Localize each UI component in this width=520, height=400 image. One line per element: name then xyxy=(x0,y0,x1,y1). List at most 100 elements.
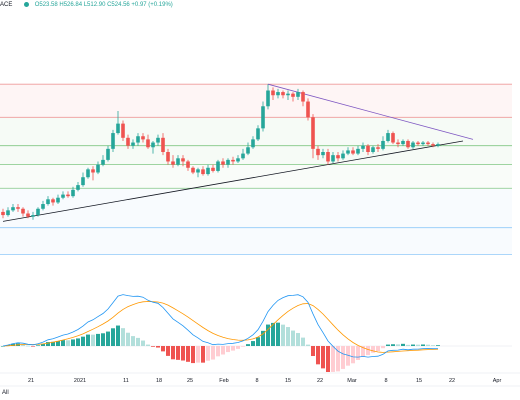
candle-body xyxy=(316,148,320,156)
macd-histogram-bar xyxy=(291,330,295,346)
x-tick-label: 11 xyxy=(123,378,129,384)
candle-body xyxy=(111,133,115,149)
macd-histogram-bar xyxy=(141,340,145,346)
support-zone xyxy=(0,164,512,189)
candle-body xyxy=(371,147,375,152)
candle-body xyxy=(376,147,380,149)
candle-body xyxy=(216,161,220,171)
candle-body xyxy=(426,142,430,145)
macd-histogram-bar xyxy=(196,346,200,363)
macd-histogram-bar xyxy=(36,345,40,346)
range-button-all[interactable]: All xyxy=(2,390,9,396)
macd-histogram-bar xyxy=(91,334,95,346)
x-tick-label: 15 xyxy=(285,378,291,384)
macd-histogram-bar xyxy=(286,327,290,346)
macd-histogram-bar xyxy=(126,332,130,346)
candle-body xyxy=(11,207,15,211)
candle-body xyxy=(311,117,315,149)
x-tick-label: 15 xyxy=(416,378,422,384)
macd-histogram-bar xyxy=(71,339,75,346)
candle-body xyxy=(246,147,250,154)
macd-histogram-bar xyxy=(176,346,180,360)
candle-body xyxy=(201,169,205,175)
candle-body xyxy=(331,155,335,162)
candle-body xyxy=(166,152,170,162)
macd-histogram-bar xyxy=(181,346,185,361)
candle-body xyxy=(21,208,25,214)
candle-body xyxy=(196,169,200,173)
macd-histogram-bar xyxy=(301,337,305,346)
candle-body xyxy=(346,150,350,154)
macd-histogram-bar xyxy=(206,346,210,361)
candle-body xyxy=(301,92,305,102)
macd-histogram-bar xyxy=(46,342,50,346)
candle-body xyxy=(271,90,275,96)
candle-body xyxy=(36,208,40,216)
candle-body xyxy=(296,92,300,97)
macd-histogram-bar xyxy=(351,346,355,364)
macd-histogram-bar xyxy=(31,346,35,347)
candle-body xyxy=(101,159,105,165)
macd-histogram-bar xyxy=(56,340,60,346)
candle-body xyxy=(171,161,175,165)
macd-histogram-bar xyxy=(231,346,235,351)
macd-histogram-bar xyxy=(396,344,400,346)
candle-body xyxy=(396,142,400,145)
macd-histogram-bar xyxy=(376,346,380,352)
macd-histogram-bar xyxy=(61,340,65,346)
candle-body xyxy=(356,148,360,154)
macd-histogram-bar xyxy=(251,341,255,346)
macd-histogram-bar xyxy=(391,344,395,346)
macd-histogram-bar xyxy=(421,344,425,346)
macd-histogram-bar xyxy=(201,346,205,363)
x-tick-label: 2021 xyxy=(74,378,86,384)
macd-histogram-bar xyxy=(151,346,155,347)
macd-histogram-bar xyxy=(236,346,240,349)
macd-histogram-bar xyxy=(326,346,330,372)
x-tick-label: 8 xyxy=(384,378,387,384)
macd-histogram-bar xyxy=(246,344,250,346)
candle-body xyxy=(411,142,415,148)
macd-histogram-bar xyxy=(316,346,320,365)
macd-histogram-bar xyxy=(211,346,215,360)
candle-body xyxy=(131,142,135,146)
candle-body xyxy=(406,140,410,148)
candle-body xyxy=(266,90,270,107)
signal-line xyxy=(2,301,439,353)
candle-body xyxy=(121,123,125,138)
macd-histogram-bar xyxy=(221,346,225,355)
candle-body xyxy=(251,139,255,148)
market-status-icon xyxy=(24,2,30,7)
candle-body xyxy=(241,153,245,159)
candle-body xyxy=(436,144,440,146)
candle-body xyxy=(81,177,85,186)
candle-body xyxy=(306,101,310,118)
candle-body xyxy=(401,140,405,145)
candle-body xyxy=(71,189,75,197)
x-tick-label: 25 xyxy=(187,378,193,384)
macd-histogram-bar xyxy=(431,345,435,346)
x-tick-label: 22 xyxy=(449,378,455,384)
macd-histogram-bar xyxy=(266,324,270,346)
candle-body xyxy=(231,159,235,162)
macd-histogram-bar xyxy=(161,346,165,352)
ascending-trendline xyxy=(2,140,464,222)
candle-body xyxy=(291,93,295,97)
candle-body xyxy=(276,92,280,96)
candle-body xyxy=(76,185,80,190)
x-tick-label: 21 xyxy=(28,378,34,384)
macd-histogram-bar xyxy=(111,328,115,346)
macd-histogram-bar xyxy=(411,344,415,346)
x-tick-label: 8 xyxy=(255,378,258,384)
macd-histogram-bar xyxy=(366,346,370,356)
macd-histogram-bar xyxy=(401,343,405,346)
candle-body xyxy=(206,167,210,175)
macd-histogram-bar xyxy=(186,346,190,362)
macd-histogram-bar xyxy=(171,346,175,360)
candle-body xyxy=(56,197,60,203)
macd-histogram-bar xyxy=(341,346,345,369)
candle-body xyxy=(161,137,165,152)
candle-body xyxy=(366,145,370,152)
macd-histogram-bar xyxy=(276,322,280,346)
